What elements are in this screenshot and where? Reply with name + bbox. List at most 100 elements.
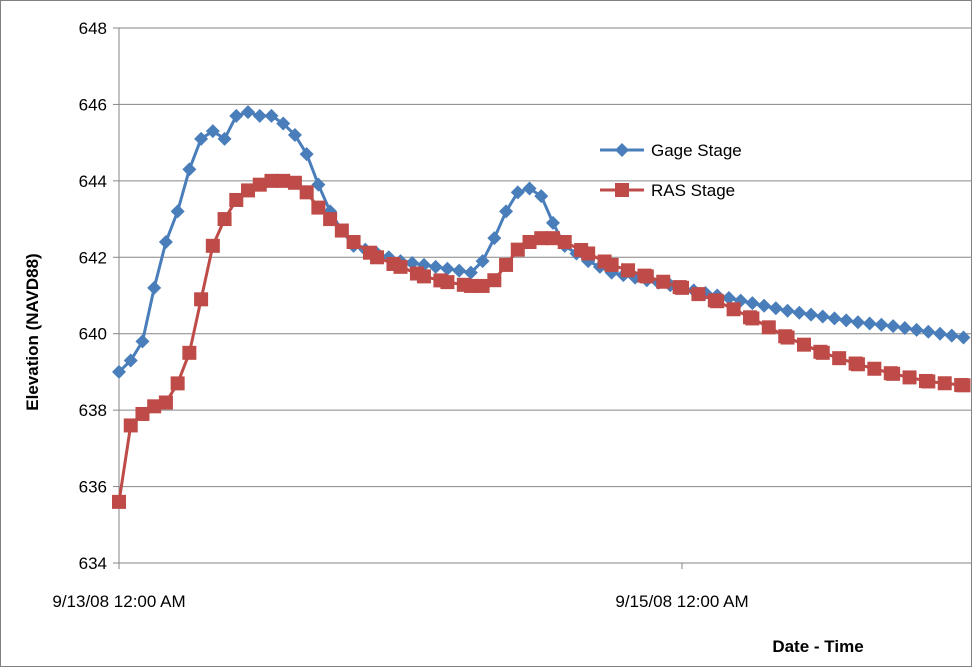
data-point bbox=[792, 305, 807, 320]
data-point bbox=[921, 374, 936, 389]
data-point bbox=[205, 238, 220, 253]
data-point bbox=[287, 175, 302, 190]
data-point bbox=[499, 257, 514, 272]
data-point bbox=[205, 124, 220, 139]
x-tick-labels: 9/13/08 12:00 AM 9/15/08 12:00 AM bbox=[52, 563, 749, 611]
legend-label: RAS Stage bbox=[651, 181, 735, 200]
data-point bbox=[252, 108, 267, 123]
data-point bbox=[158, 395, 173, 410]
data-point bbox=[416, 269, 431, 284]
data-point bbox=[440, 275, 455, 290]
data-point bbox=[867, 361, 882, 376]
data-point bbox=[194, 131, 209, 146]
data-point bbox=[768, 301, 783, 316]
data-point bbox=[123, 353, 138, 368]
data-point bbox=[522, 181, 537, 196]
data-point bbox=[721, 291, 736, 306]
data-point bbox=[463, 265, 478, 280]
data-point bbox=[745, 311, 760, 326]
data-point bbox=[510, 185, 525, 200]
data-point bbox=[487, 273, 502, 288]
data-point bbox=[909, 322, 924, 337]
x-axis-label: Date - Time bbox=[772, 637, 863, 656]
data-point bbox=[796, 337, 811, 352]
data-point bbox=[217, 212, 232, 227]
data-point bbox=[534, 189, 549, 204]
data-point bbox=[902, 370, 917, 385]
y-tick-label: 648 bbox=[79, 19, 107, 38]
data-point bbox=[452, 263, 467, 278]
y-tick-label: 636 bbox=[79, 478, 107, 497]
data-point bbox=[334, 223, 349, 238]
legend: Gage Stage RAS Stage bbox=[600, 141, 742, 200]
data-point bbox=[886, 319, 901, 334]
data-point bbox=[832, 351, 847, 366]
data-point bbox=[229, 192, 244, 207]
data-point bbox=[311, 177, 326, 192]
data-point bbox=[545, 231, 560, 246]
data-point bbox=[780, 330, 795, 345]
data-point bbox=[170, 204, 185, 219]
y-tick-label: 638 bbox=[79, 401, 107, 420]
data-point bbox=[112, 364, 126, 379]
data-point bbox=[956, 330, 971, 345]
data-point bbox=[311, 200, 326, 215]
axes bbox=[118, 28, 972, 564]
data-point bbox=[581, 246, 596, 261]
data-point bbox=[545, 215, 560, 230]
data-point bbox=[241, 105, 256, 120]
data-point bbox=[921, 324, 936, 339]
data-point bbox=[346, 235, 361, 249]
data-point bbox=[487, 231, 502, 246]
data-point bbox=[241, 183, 256, 198]
data-point bbox=[428, 259, 443, 274]
legend-marker bbox=[615, 183, 629, 197]
data-point bbox=[656, 274, 671, 289]
data-point bbox=[956, 378, 971, 393]
data-point bbox=[287, 128, 302, 142]
data-point bbox=[276, 173, 291, 188]
data-point bbox=[745, 296, 760, 311]
y-tick-labels: 634 636 638 640 642 644 646 648 bbox=[79, 19, 107, 573]
data-point bbox=[264, 173, 279, 188]
data-point bbox=[370, 250, 385, 265]
data-point bbox=[323, 212, 338, 227]
data-point bbox=[897, 320, 912, 335]
data-point bbox=[147, 280, 162, 295]
data-point bbox=[229, 108, 244, 123]
data-point bbox=[510, 242, 525, 257]
data-point bbox=[123, 418, 138, 433]
data-point bbox=[726, 302, 741, 317]
data-point bbox=[780, 303, 795, 318]
data-point bbox=[194, 292, 209, 307]
data-point bbox=[440, 261, 455, 276]
data-point bbox=[135, 406, 150, 421]
x-tick-label: 9/15/08 12:00 AM bbox=[615, 592, 748, 611]
data-point bbox=[499, 204, 514, 219]
data-point bbox=[862, 316, 877, 331]
data-point bbox=[886, 366, 901, 381]
data-point bbox=[944, 328, 959, 343]
data-point bbox=[675, 280, 689, 295]
data-point bbox=[182, 345, 197, 360]
data-point bbox=[405, 256, 420, 271]
data-point bbox=[522, 235, 537, 249]
y-tick-label: 634 bbox=[79, 554, 107, 573]
data-point bbox=[299, 147, 314, 162]
data-point bbox=[557, 235, 572, 249]
data-point bbox=[135, 334, 150, 349]
data-point bbox=[276, 116, 291, 131]
data-point bbox=[850, 315, 865, 330]
gridlines bbox=[113, 27, 972, 564]
data-point bbox=[170, 376, 185, 391]
data-point bbox=[757, 298, 772, 313]
data-point bbox=[217, 131, 232, 146]
series-layer bbox=[112, 105, 971, 509]
data-point bbox=[850, 357, 865, 372]
y-tick-label: 640 bbox=[79, 325, 107, 344]
data-point bbox=[475, 278, 490, 293]
data-point bbox=[534, 231, 549, 246]
data-point bbox=[937, 376, 952, 391]
series-line bbox=[117, 179, 964, 503]
